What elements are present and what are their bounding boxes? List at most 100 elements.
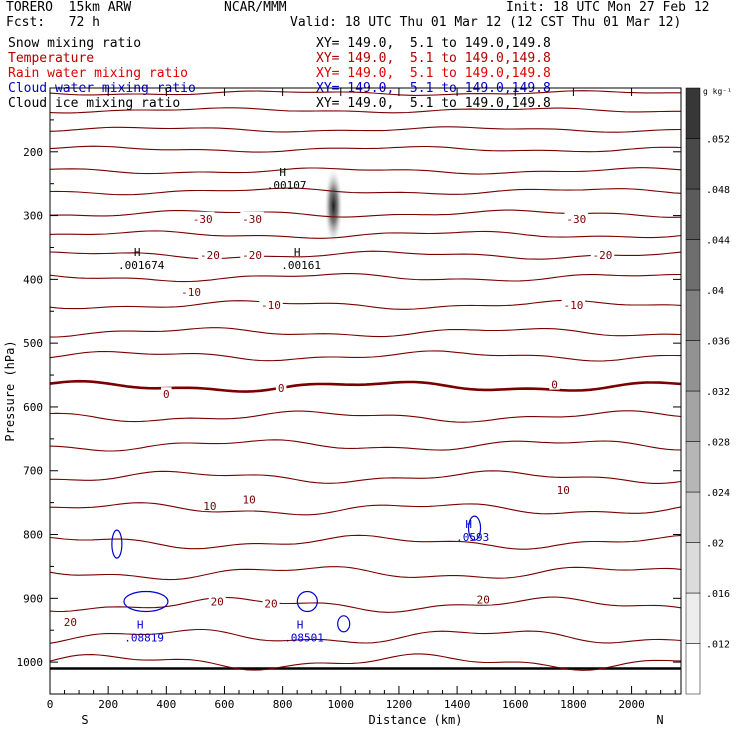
max-marker-h: H (297, 618, 304, 631)
temperature-label-bg (474, 592, 492, 605)
south-label: S (81, 713, 88, 727)
temperature-label-bg (240, 248, 264, 261)
isotherm-line (49, 273, 681, 283)
temperature-label: -10 (181, 286, 201, 299)
max-marker-h: H (465, 518, 472, 531)
y-tick-label: 700 (23, 465, 43, 478)
temperature-label-bg (590, 248, 615, 261)
temperature-label: -20 (242, 249, 262, 262)
max-marker-value: .08501 (284, 631, 324, 644)
field-xy-snow: XY= 149.0, 5.1 to 149.0,149.8 (316, 36, 551, 51)
isotherm-line (49, 596, 682, 613)
colorbar-bin (685, 188, 701, 240)
max-marker-h: H (279, 166, 286, 179)
temperature-label-bg (61, 614, 79, 627)
temperature-contours (49, 90, 682, 671)
header-valid: Valid: 18 UTC Thu 01 Mar 12 (12 CST Thu … (290, 15, 682, 30)
isotherm-line (49, 167, 682, 175)
colorbar-bin (685, 87, 701, 139)
temperature-label: -20 (200, 249, 220, 262)
isotherm-line (49, 628, 682, 644)
temperature-label-bg (198, 248, 222, 261)
temperature-label-bg (561, 297, 586, 310)
x-tick-label: 1000 (328, 698, 355, 711)
axes: 0 200 400 600 800 1000 1200 1400 1600 1800 2000200… (3, 87, 682, 727)
x-tick-label: 0 (47, 698, 54, 711)
field-name-cloud-ice: Cloud ice mixing ratio (8, 96, 181, 111)
x-tick-label: 800 (273, 698, 293, 711)
colorbar-bin (685, 491, 701, 543)
colorbar-unit: g kg⁻¹ (703, 87, 732, 96)
max-marker-h: H (294, 246, 301, 259)
max-marker-value: .00107 (267, 179, 307, 192)
x-tick-label: 2000 (618, 698, 645, 711)
cloud-water-contour (337, 615, 351, 633)
y-tick-label: 600 (23, 401, 43, 414)
colorbar-bin (685, 138, 701, 190)
max-marker-value: .0593 (456, 531, 489, 544)
temperature-label-bg (240, 492, 258, 505)
x-tick-label: 1800 (560, 698, 587, 711)
temperature-label: 0 (551, 379, 558, 392)
isotherm-line (49, 299, 682, 310)
temperature-label-bg (201, 498, 219, 511)
y-tick-label: 300 (23, 210, 43, 223)
x-tick-label: 200 (98, 698, 118, 711)
max-marker-h: H (137, 618, 144, 631)
header-fcst: Fcst: 72 h (6, 15, 100, 30)
isotherm-line (49, 566, 682, 581)
colorbar-bin (685, 340, 701, 392)
isotherm-line (49, 145, 682, 153)
isotherm-line (50, 470, 682, 484)
max-marker-h: H (134, 246, 141, 259)
colorbar-bin (685, 239, 701, 291)
y-tick-label: 400 (23, 273, 43, 286)
field-xy-cloud-ice: XY= 149.0, 5.1 to 149.0,149.8 (316, 96, 551, 111)
cloud-water-contours (111, 515, 482, 633)
cloud-water-contour (467, 515, 482, 541)
colorbar-tick-label: .036 (706, 337, 730, 348)
isotherm-line (49, 379, 682, 393)
isotherm-line (49, 126, 682, 133)
cloud-water-contour (123, 590, 169, 613)
cloud-water-contour (111, 529, 123, 559)
colorbar-bin (685, 289, 701, 341)
isotherm-line (49, 250, 682, 260)
field-name-rain: Rain water mixing ratio (8, 66, 189, 81)
colorbar-tick-label: .02 (706, 539, 724, 550)
max-marker-value: .001674 (118, 259, 165, 272)
isotherm-line (49, 410, 682, 423)
x-axis-label: Distance (km) (369, 713, 463, 727)
temperature-label: 20 (211, 596, 224, 609)
y-tick-label: 500 (23, 337, 43, 350)
x-tick-label: 400 (156, 698, 176, 711)
isotherm-line (49, 653, 682, 671)
temperature-label-bg (240, 211, 264, 224)
north-label: N (656, 713, 663, 727)
cloud-water-contour (296, 590, 318, 613)
temperature-label: 10 (243, 493, 256, 506)
colorbar-bin (685, 542, 701, 594)
colorbar-tick-label: .04 (706, 286, 724, 297)
x-tick-label: 1200 (386, 698, 413, 711)
plot-frame (49, 87, 682, 695)
isotherm-line (49, 187, 682, 196)
temperature-label-bg (554, 482, 572, 495)
colorbar-tick-label: .052 (706, 135, 730, 146)
max-marker-value: .08819 (124, 631, 164, 644)
colorbar-tick-label: .032 (706, 387, 730, 398)
isotherm-line (49, 90, 681, 96)
y-axis-label: Pressure (hPa) (3, 340, 17, 441)
temperature-label-bg (179, 285, 203, 298)
field-name-snow: Snow mixing ratio (8, 36, 142, 51)
x-tick-label: 1600 (502, 698, 529, 711)
contour-labels: -30 -30 -30 -20 -20 -20 -10 -10 -10 0 0 0 10 10 10 20 20… (61, 166, 615, 644)
colorbar-tick-label: .028 (706, 438, 730, 449)
isotherm-line (49, 107, 681, 114)
x-tick-label: 1400 (444, 698, 471, 711)
y-tick-label: 1000 (17, 656, 44, 669)
colorbar-tick-label: .016 (706, 589, 730, 600)
isotherm-line (49, 502, 682, 516)
x-tick-label: 600 (215, 698, 235, 711)
